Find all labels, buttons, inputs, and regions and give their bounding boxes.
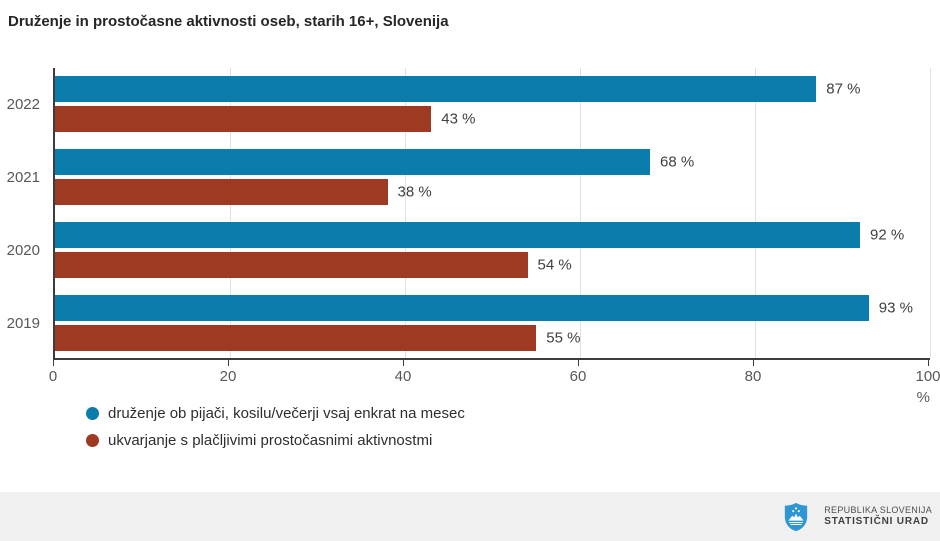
legend: druženje ob pijači, kosilu/večerji vsaj … — [86, 400, 465, 454]
legend-dot-icon-2 — [86, 434, 99, 447]
x-axis-unit-label: % — [916, 389, 930, 406]
bar-value-label-2020-series2: 54 % — [537, 256, 572, 274]
bar-value-label-2021-series2: 38 % — [397, 183, 432, 201]
bar-2019-series1 — [55, 295, 869, 321]
legend-label-1: druženje ob pijači, kosilu/večerji vsaj … — [108, 405, 465, 422]
bar-value-label-2019-series2: 55 % — [546, 329, 581, 347]
x-tick-label-100: 100 — [915, 368, 940, 385]
bar-value-label-2022-series1: 87 % — [826, 80, 861, 98]
org-name: REPUBLIKA SLOVENIJA STATISTIČNI URAD — [824, 505, 932, 528]
bar-2022-series1 — [55, 76, 817, 102]
footer-bar: REPUBLIKA SLOVENIJA STATISTIČNI URAD — [0, 492, 940, 541]
gridline-100 — [930, 68, 931, 358]
gridline-20 — [230, 68, 231, 358]
x-tick-label-0: 0 — [48, 368, 58, 385]
y-axis-label-2020: 2020 — [6, 242, 40, 259]
legend-item-2: ukvarjanje s plačljivimi prostočasnimi a… — [86, 427, 465, 454]
bar-2021-series2 — [55, 179, 388, 205]
bar-value-label-2022-series2: 43 % — [441, 110, 476, 128]
slovenia-coat-of-arms-icon — [785, 502, 808, 531]
x-tick-label-40: 40 — [394, 368, 412, 385]
bar-2022-series2 — [55, 106, 432, 132]
bar-value-label-2020-series1: 92 % — [870, 226, 905, 244]
bar-2019-series2 — [55, 325, 537, 351]
x-tick-label-80: 80 — [744, 368, 762, 385]
y-axis-label-2019: 2019 — [6, 315, 40, 332]
x-tick-mark-100 — [928, 360, 929, 366]
legend-dot-icon-1 — [86, 407, 99, 420]
org-name-line1: REPUBLIKA SLOVENIJA — [824, 505, 932, 515]
x-tick-mark-40 — [403, 360, 404, 366]
gridline-80 — [755, 68, 756, 358]
x-tick-label-20: 20 — [219, 368, 237, 385]
org-name-line2: STATISTIČNI URAD — [824, 516, 929, 527]
chart-title: Druženje in prostočasne aktivnosti oseb,… — [8, 13, 449, 30]
legend-label-2: ukvarjanje s plačljivimi prostočasnimi a… — [108, 432, 433, 449]
bar-2020-series2 — [55, 252, 528, 278]
surs-logo: REPUBLIKA SLOVENIJA STATISTIČNI URAD — [783, 492, 932, 541]
gridline-40 — [405, 68, 406, 358]
x-tick-label-60: 60 — [569, 368, 587, 385]
x-tick-mark-0 — [53, 360, 54, 366]
x-tick-mark-80 — [753, 360, 754, 366]
bar-value-label-2019-series1: 93 % — [878, 299, 913, 317]
legend-item-1: druženje ob pijači, kosilu/večerji vsaj … — [86, 400, 465, 427]
bar-2021-series1 — [55, 149, 650, 175]
x-tick-mark-20 — [228, 360, 229, 366]
bar-2020-series1 — [55, 222, 860, 248]
bar-value-label-2021-series1: 68 % — [660, 153, 695, 171]
x-tick-mark-60 — [578, 360, 579, 366]
plot-area: 87 % 43 % 68 % 38 % 92 % 54 % 93 % 55 % — [53, 68, 931, 360]
y-axis-label-2022: 2022 — [6, 96, 40, 113]
gridline-60 — [580, 68, 581, 358]
y-axis-label-2021: 2021 — [6, 169, 40, 186]
